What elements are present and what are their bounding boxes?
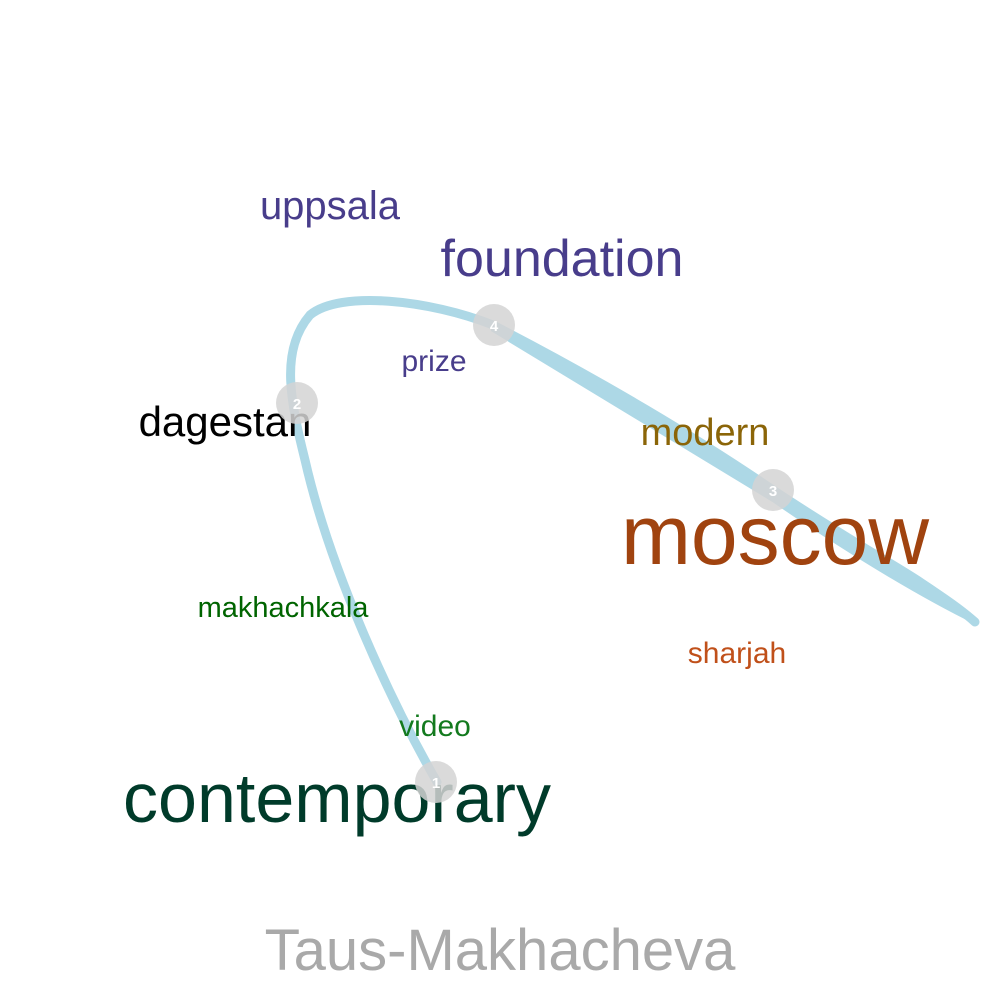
word-contemporary: contemporary xyxy=(123,759,551,837)
path-node-4: 4 xyxy=(473,304,515,346)
trajectory-path-ribbon xyxy=(491,321,977,624)
word-makhachkala: makhachkala xyxy=(198,592,370,624)
word-sharjah: sharjah xyxy=(688,637,786,670)
word-uppsala: uppsala xyxy=(260,184,401,228)
word-video: video xyxy=(399,710,471,743)
path-node-1: 1 xyxy=(415,761,457,803)
path-node-label: 2 xyxy=(293,396,301,413)
word-prize: prize xyxy=(401,345,466,378)
word-modern: modern xyxy=(641,412,770,454)
path-node-2: 2 xyxy=(276,382,318,424)
diagram-title: Taus-Makhacheva xyxy=(265,918,736,983)
word-foundation: foundation xyxy=(441,230,684,288)
path-node-label: 3 xyxy=(769,483,777,500)
path-node-label: 1 xyxy=(432,775,440,792)
path-node-3: 3 xyxy=(752,469,794,511)
path-node-label: 4 xyxy=(490,318,499,335)
